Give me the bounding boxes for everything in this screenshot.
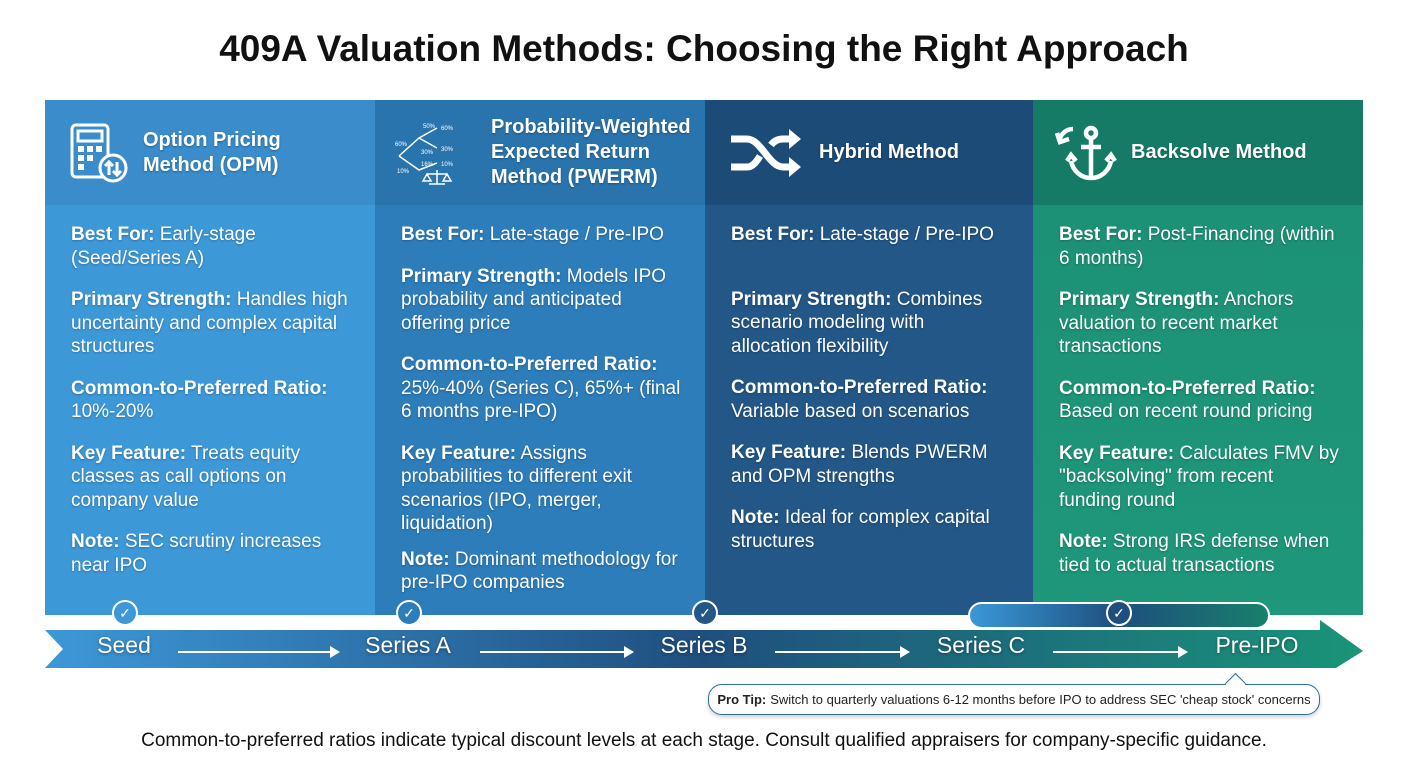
check-icon: ✓	[396, 600, 422, 626]
stage-series-b: Series B	[660, 632, 748, 658]
stage-series-c: Series C	[936, 632, 1026, 658]
stage-pre-ipo: Pre-IPO	[1215, 632, 1299, 658]
arrow-icon	[775, 646, 910, 658]
key-feature: Key Feature: Treats equity classes as ca…	[71, 442, 301, 511]
common-to-preferred-ratio: Common-to-Preferred Ratio: 25%-40% (Serie…	[401, 354, 681, 422]
best-for: Best For: Late-stage / Pre-IPO	[731, 224, 994, 245]
arrow-icon	[1053, 646, 1188, 658]
svg-text:30%: 30%	[441, 147, 454, 153]
shuffle-icon	[727, 121, 807, 185]
svg-text:50%: 50%	[423, 124, 436, 130]
best-for: Best For: Early-stage (Seed/Series A)	[71, 224, 256, 269]
column-hybrid: Hybrid Method Best For: Late-stage / Pre…	[705, 100, 1033, 615]
column-pwerm: 50% 60% 60% 30% 30% 16% 10% 10% Probability-…	[375, 100, 705, 615]
key-feature: Key Feature: Blends PWERM and OPM streng…	[731, 442, 988, 487]
primary-strength: Primary Strength: Combines scenario mode…	[731, 288, 983, 357]
stage-series-a: Series A	[365, 632, 451, 658]
column-title: Hybrid Method	[819, 141, 959, 163]
best-for: Best For: Late-stage / Pre-IPO	[401, 224, 664, 245]
primary-strength: Primary Strength: Models IPO probability…	[401, 265, 667, 334]
common-to-preferred-ratio: Common-to-Preferred Ratio: Variable based…	[731, 377, 988, 422]
column-body: Best For: Late-stage / Pre-IPO Primary S…	[375, 205, 705, 595]
svg-text:10%: 10%	[397, 169, 410, 175]
footer-note: Common-to-preferred ratios indicate typi…	[141, 730, 1267, 751]
note: Note: Dominant methodology for pre-IPO c…	[401, 548, 678, 594]
common-to-preferred-ratio: Common-to-Preferred Ratio: Based on recen…	[1059, 377, 1316, 423]
column-backsolve: Backsolve Method Best For: Post-Financin…	[1033, 100, 1363, 615]
column-header: Hybrid Method	[705, 100, 1033, 205]
column-body: Best For: Late-stage / Pre-IPO Primary S…	[705, 205, 1033, 553]
svg-text:30%: 30%	[421, 150, 434, 156]
column-header: Backsolve Method	[1033, 100, 1363, 205]
stage-seed: Seed	[97, 632, 151, 658]
column-title: Probability-Weighted Expected Return Metho…	[491, 116, 691, 188]
arrow-icon	[480, 646, 634, 658]
column-header: 50% 60% 60% 30% 30% 16% 10% 10% Probability-…	[375, 100, 705, 205]
svg-text:60%: 60%	[395, 142, 408, 148]
best-for: Best For: Post-Financing (within 6 month…	[1059, 224, 1335, 269]
note: Note: SEC scrutiny increases near IPO	[71, 531, 322, 576]
page-title: 409A Valuation Methods: Choosing the Rig…	[219, 28, 1189, 69]
key-feature: Key Feature: Calculates FMV by "backsolv…	[1059, 442, 1339, 511]
note: Note: Ideal for complex capital structur…	[731, 507, 990, 552]
column-opm: Option Pricing Method (OPM) Best For: Ear…	[45, 100, 375, 615]
column-header: Option Pricing Method (OPM)	[45, 100, 375, 205]
anchor-icon	[1055, 121, 1119, 185]
check-icon: ✓	[1106, 600, 1132, 626]
note: Note: Strong IRS defense when tied to ac…	[1059, 531, 1330, 576]
primary-strength: Primary Strength: Handles high uncertain…	[71, 289, 348, 357]
primary-strength: Primary Strength: Anchors valuation to r…	[1059, 289, 1294, 357]
check-icon: ✓	[692, 600, 718, 626]
probability-tree-scale-icon: 50% 60% 60% 30% 30% 16% 10% 10%	[393, 121, 479, 185]
key-feature: Key Feature: Assigns probabilities to di…	[401, 442, 632, 535]
arrow-icon	[178, 646, 340, 658]
column-body: Best For: Early-stage (Seed/Series A) Pr…	[45, 205, 375, 577]
calculator-icon	[67, 121, 131, 185]
column-title: Backsolve Method	[1131, 141, 1307, 163]
svg-text:10%: 10%	[441, 162, 454, 168]
common-to-preferred-ratio: Common-to-Preferred Ratio: 10%-20%	[71, 377, 328, 423]
svg-text:60%: 60%	[441, 126, 454, 132]
pro-tip-callout: Pro Tip: Switch to quarterly valuations 6…	[708, 684, 1320, 715]
timeline-arrow	[45, 620, 1363, 668]
check-icon: ✓	[112, 600, 138, 626]
column-title: Option Pricing Method (OPM)	[143, 128, 281, 176]
column-body: Best For: Post-Financing (within 6 month…	[1033, 205, 1363, 577]
svg-text:16%: 16%	[421, 162, 434, 168]
